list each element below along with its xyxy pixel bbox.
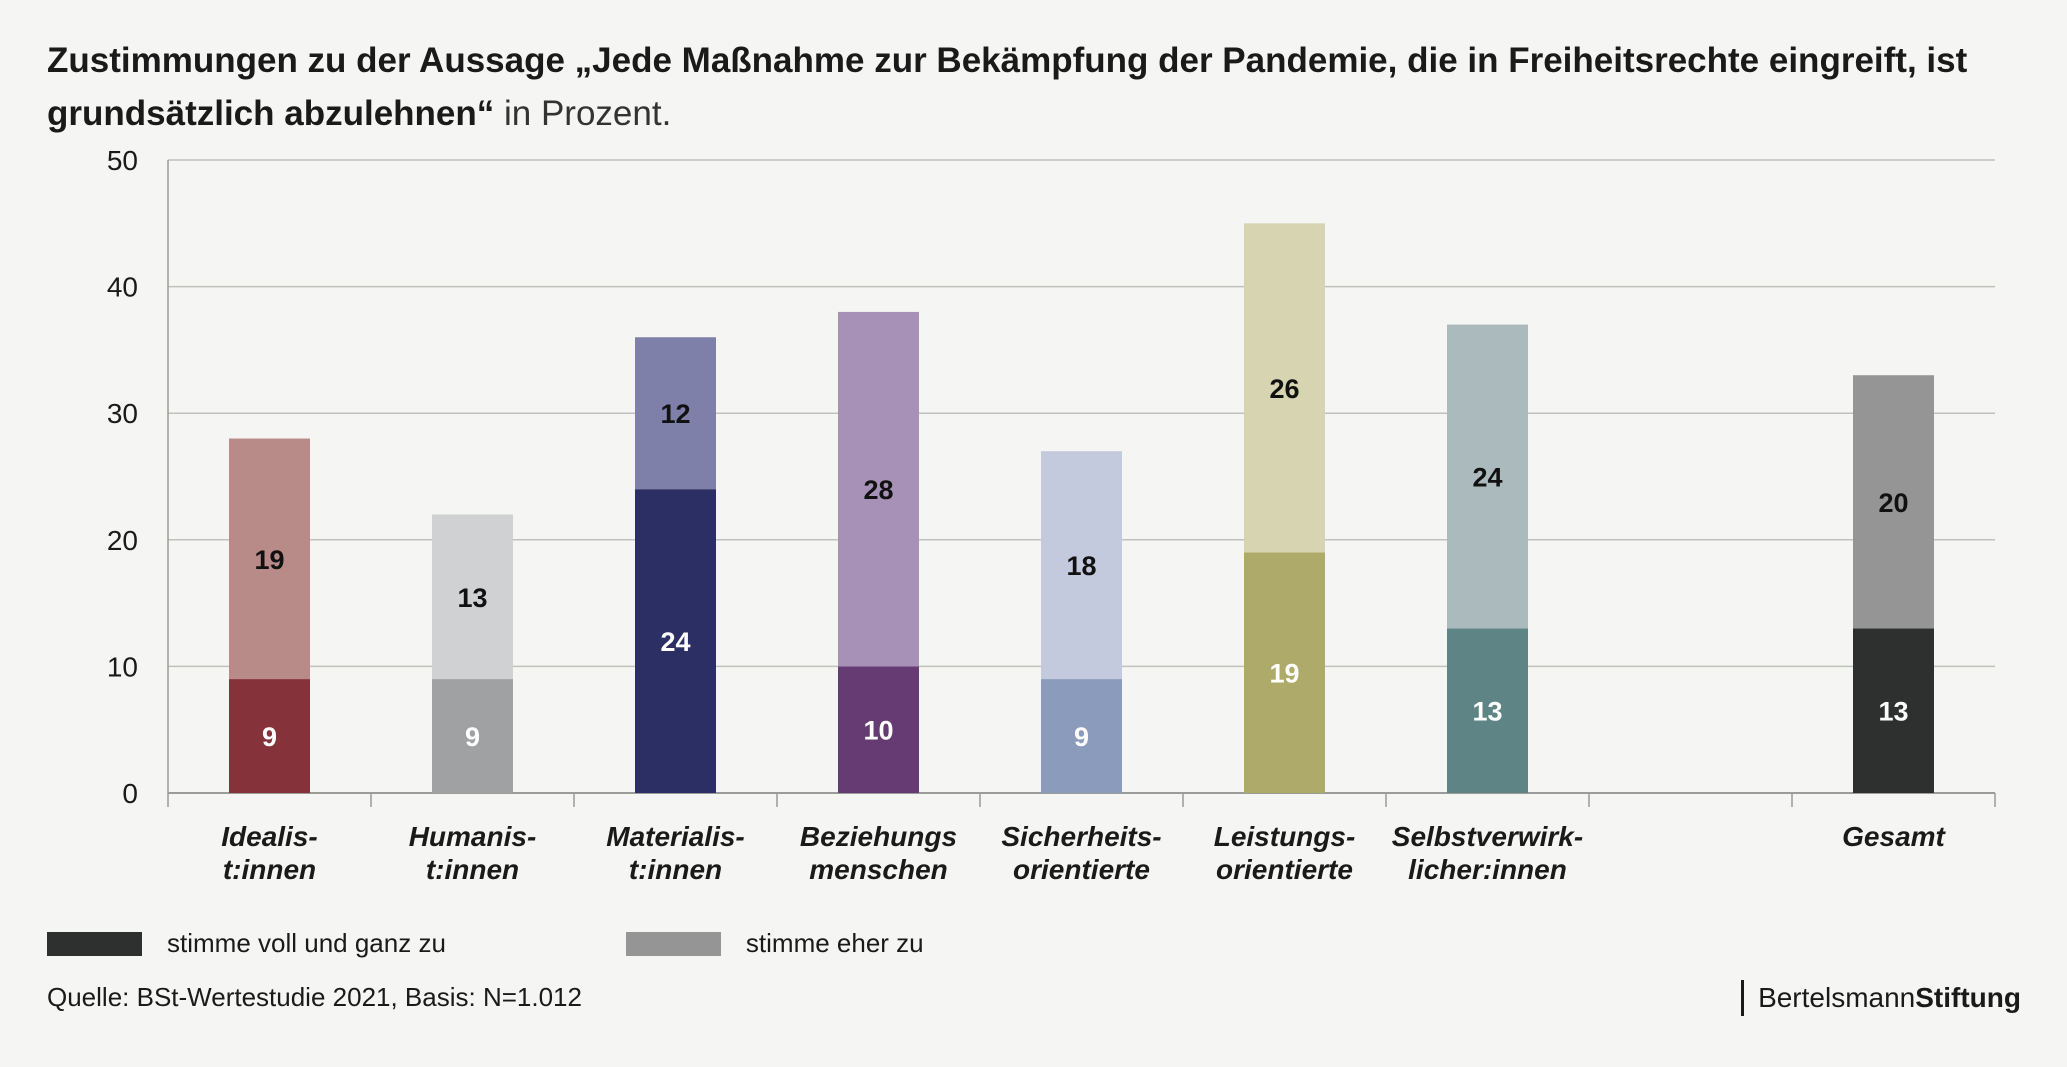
category-label-3-0: Beziehungs xyxy=(800,821,957,852)
bar-eher-5 xyxy=(1244,223,1325,553)
data-label-eher-7: 20 xyxy=(1878,488,1908,518)
bar-voll-2 xyxy=(635,489,716,793)
data-label-eher-3: 28 xyxy=(863,475,893,505)
bertelsmann-stiftung-logo: BertelsmannStiftung xyxy=(1741,980,2021,1016)
stacked-bar-chart: 0 10 20 30 40 50 9 19 Idealis-t:innen 9 13 Humanis-… xyxy=(107,145,1996,885)
bar-eher-1 xyxy=(432,514,513,680)
category-label-4-0: Sicherheits- xyxy=(1001,821,1161,852)
y-tick-label-0: 0 xyxy=(122,778,138,809)
chart-title-bold: Zustimmungen zu der Aussage „Jede Maßnah… xyxy=(47,41,1968,133)
category-label-3-1: menschen xyxy=(809,854,948,885)
category-label-5-1: orientierte xyxy=(1216,854,1353,885)
data-label-voll-6: 13 xyxy=(1472,697,1502,727)
category-label-5-0: Leistungs- xyxy=(1214,821,1356,852)
category-label-7-0: Gesamt xyxy=(1842,821,1946,852)
bar-voll-4 xyxy=(1041,679,1122,793)
logo-regular: Bertelsmann xyxy=(1758,982,1916,1013)
legend-swatch-voll xyxy=(47,931,142,956)
data-label-eher-2: 12 xyxy=(660,399,690,429)
bar-eher-0 xyxy=(229,438,310,680)
category-label-2-0: Materialis- xyxy=(606,821,745,852)
bar-voll-3 xyxy=(838,666,919,793)
chart-title: Zustimmungen zu der Aussage „Jede Maßnah… xyxy=(47,34,2037,140)
data-label-voll-1: 9 xyxy=(465,722,480,752)
legend-item-voll: stimme voll und ganz zu xyxy=(47,928,446,959)
bar-voll-0 xyxy=(229,679,310,793)
bar-eher-6 xyxy=(1447,324,1528,629)
data-label-eher-1: 13 xyxy=(457,583,487,613)
bar-voll-5 xyxy=(1244,552,1325,793)
legend-label-eher: stimme eher zu xyxy=(745,928,924,958)
y-tick-label-30: 30 xyxy=(107,398,138,429)
legend-swatch-eher xyxy=(625,931,721,956)
logo-bold: Stiftung xyxy=(1915,982,2021,1013)
bar-voll-7 xyxy=(1853,628,1934,793)
y-tick-label-20: 20 xyxy=(107,525,138,556)
y-tick-label-10: 10 xyxy=(107,651,138,682)
bar-voll-6 xyxy=(1447,628,1528,793)
y-tick-label-40: 40 xyxy=(107,272,138,303)
legend-item-eher: stimme eher zu xyxy=(625,928,924,959)
data-label-voll-2: 24 xyxy=(660,627,690,657)
category-label-4-1: orientierte xyxy=(1013,854,1150,885)
legend: stimme voll und ganz zu stimme eher zu xyxy=(47,928,1104,959)
data-label-eher-5: 26 xyxy=(1269,374,1299,404)
bar-eher-2 xyxy=(635,337,716,490)
data-label-eher-6: 24 xyxy=(1472,463,1502,493)
category-label-2-1: t:innen xyxy=(629,854,722,885)
data-label-voll-4: 9 xyxy=(1074,722,1089,752)
category-label-1-1: t:innen xyxy=(426,854,519,885)
legend-label-voll: stimme voll und ganz zu xyxy=(167,928,446,958)
category-label-6-0: Selbstverwirk- xyxy=(1392,821,1583,852)
data-label-voll-7: 13 xyxy=(1878,697,1908,727)
data-label-voll-3: 10 xyxy=(863,716,893,746)
bar-voll-1 xyxy=(432,679,513,793)
category-label-0-0: Idealis- xyxy=(221,821,317,852)
data-label-eher-4: 18 xyxy=(1066,551,1096,581)
data-label-eher-0: 19 xyxy=(254,545,284,575)
bar-eher-3 xyxy=(838,311,919,667)
bar-eher-7 xyxy=(1853,375,1934,629)
data-label-voll-5: 19 xyxy=(1269,659,1299,689)
bar-eher-4 xyxy=(1041,451,1122,680)
category-label-1-0: Humanis- xyxy=(409,821,537,852)
y-tick-label-50: 50 xyxy=(107,145,138,176)
category-label-6-1: licher:innen xyxy=(1408,854,1567,885)
category-label-0-1: t:innen xyxy=(223,854,316,885)
data-label-voll-0: 9 xyxy=(262,722,277,752)
source-note: Quelle: BSt-Wertestudie 2021, Basis: N=1… xyxy=(47,982,582,1012)
chart-title-unit: in Prozent. xyxy=(494,94,672,133)
